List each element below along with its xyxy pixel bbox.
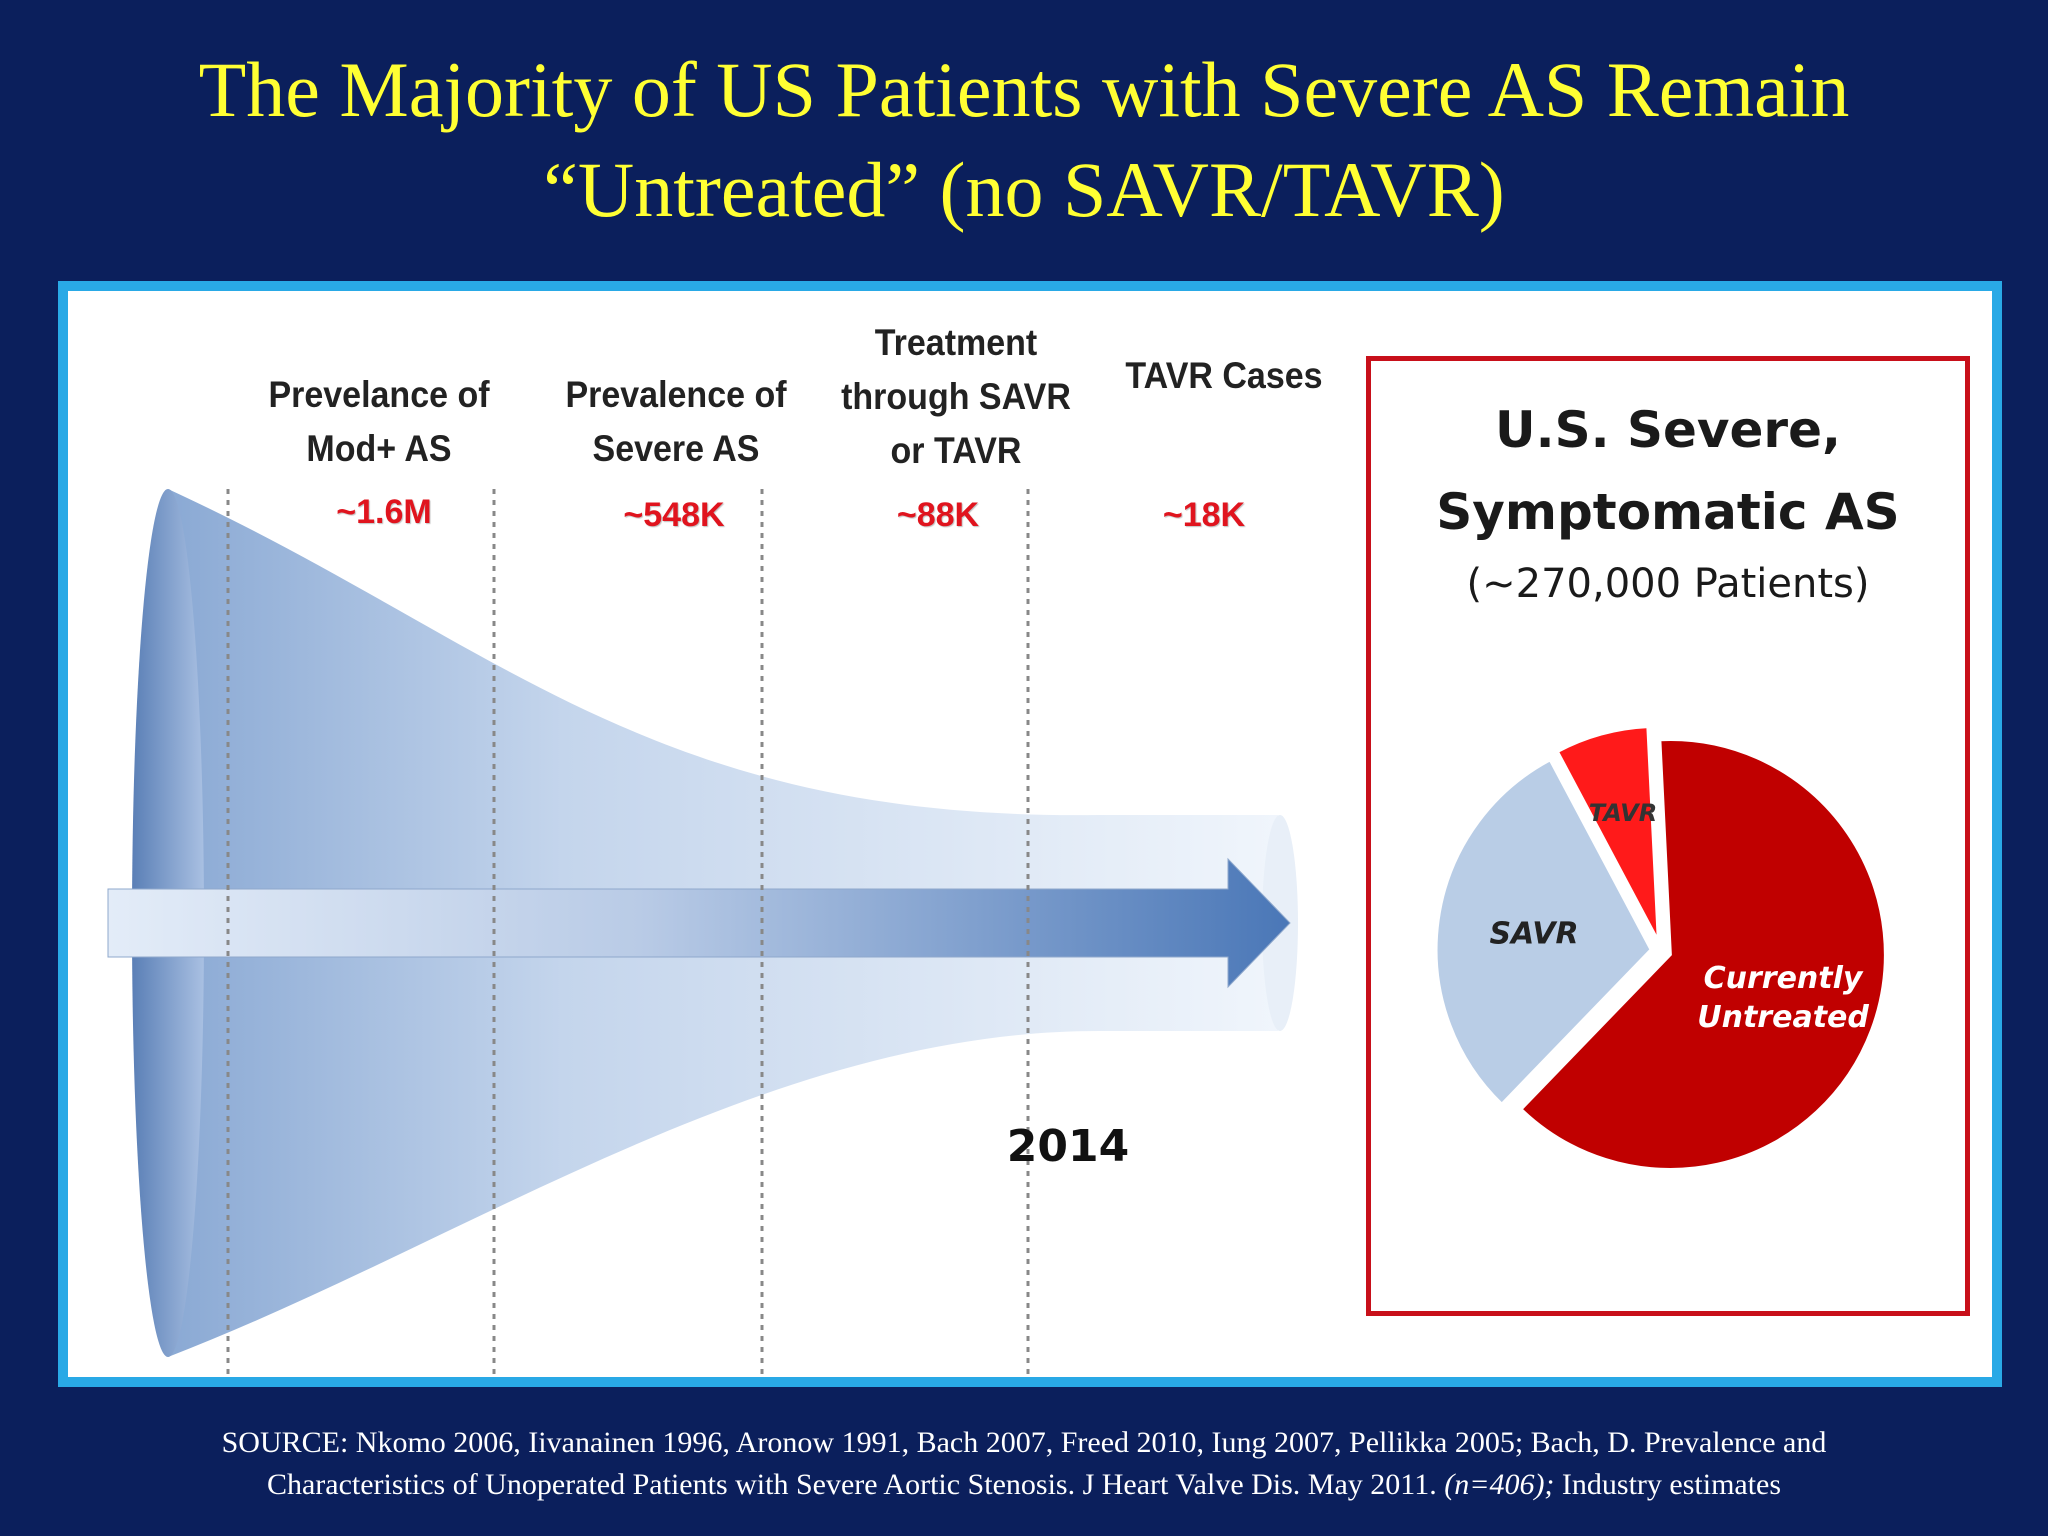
pie-slice-tavr [1555,725,1660,943]
source-text: Characteristics of Unoperated Patients w… [266,1468,1445,1501]
source-citation: SOURCE: Nkomo 2006, Iivanainen 1996, Aro… [0,1422,2048,1506]
pie-title-line-1: U.S. Severe, [1495,401,1841,459]
stage-value-mod-as: ~1.6M [336,493,432,531]
pie-title-line-2: Symptomatic AS [1436,483,1900,541]
pie-chart-panel: U.S. Severe, Symptomatic AS (~270,000 Pa… [1366,356,1970,1316]
pie-chart: TAVR Currently Untreated SAVR [1434,725,1887,1171]
pie-subtitle: (~270,000 Patients) [1466,561,1870,607]
stage-value-treatment: ~88K [896,496,980,534]
slide-title: The Majority of US Patients with Severe … [0,40,2048,240]
title-line-2: “Untreated” (no SAVR/TAVR) [543,146,1505,233]
stage-value-severe-as: ~548K [623,496,725,534]
pie-label-currently-untreated: Currently Untreated [1697,961,1869,1035]
stage-label-line: Severe AS [592,428,760,470]
stage-label-line: or TAVR [890,430,1022,472]
pie-slice-savr [1434,757,1653,1107]
pie-slice-currently-untreated [1518,738,1887,1171]
pie-label-savr: SAVR [1489,917,1578,952]
pie-title: U.S. Severe, Symptomatic AS [1371,389,1965,553]
pie-label-tavr: TAVR [1589,799,1658,827]
year-label: 2014 [1006,1121,1130,1172]
funnel-graphic [107,489,1298,1377]
stage-label-line: through SAVR [841,376,1071,418]
stage-label-mod-as: Prevelance of Mod+ AS [249,368,509,476]
source-sample-size: (n=406); [1444,1468,1555,1501]
stage-label-line: TAVR Cases [1125,355,1323,397]
flow-arrow [107,857,1291,989]
stage-label-line: Prevalence of [565,374,787,416]
source-line-1: SOURCE: Nkomo 2006, Iivanainen 1996, Aro… [221,1426,1827,1459]
stage-value-tavr: ~18K [1162,496,1246,534]
source-line-2: Characteristics of Unoperated Patients w… [0,1464,2048,1506]
title-line-1: The Majority of US Patients with Severe … [198,46,1850,133]
stage-label-treatment: Treatment through SAVR or TAVR [826,316,1086,478]
source-text-end: Industry estimates [1554,1468,1782,1501]
stage-label-severe-as: Prevalence of Severe AS [546,368,806,476]
stage-label-line: Treatment [874,322,1038,364]
figure-panel: Prevelance of Mod+ AS Prevalence of Seve… [58,281,2002,1387]
stage-label-line: Mod+ AS [306,428,452,470]
stage-label-tavr: TAVR Cases [1094,349,1354,403]
stage-label-line: Prevelance of [268,374,490,416]
